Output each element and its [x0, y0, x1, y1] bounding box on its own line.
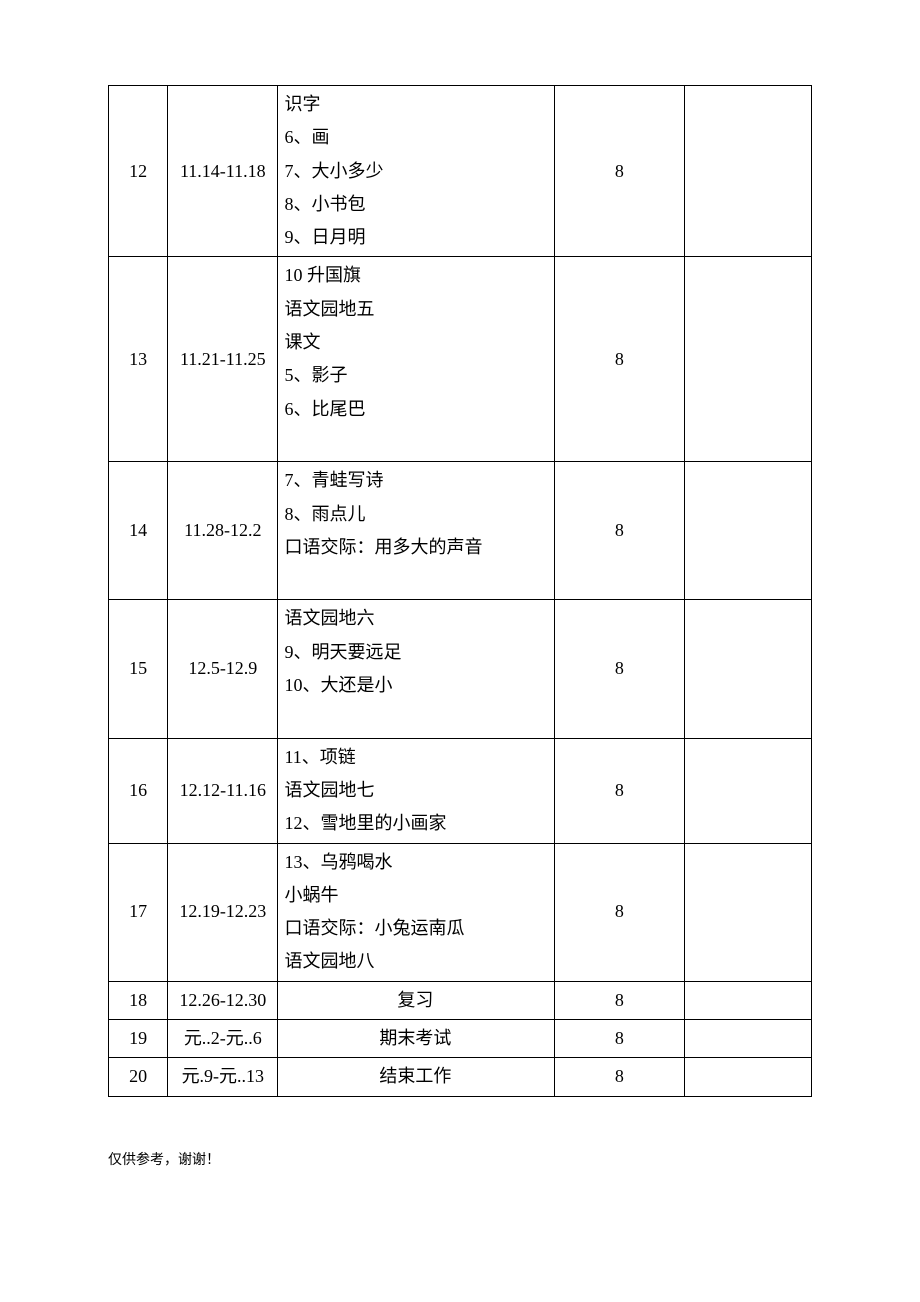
content-line: 语文园地八 [284, 945, 552, 978]
content-line: 7、青蛙写诗 [284, 464, 552, 497]
content-cell: 识字6、画7、大小多少8、小书包9、日月明 [278, 86, 555, 257]
table-row: 1211.14-11.18识字6、画7、大小多少8、小书包9、日月明8 [109, 86, 812, 257]
notes-cell [684, 86, 811, 257]
content-cell: 7、青蛙写诗8、雨点儿口语交际：用多大的声音 [278, 462, 555, 600]
content-line: 语文园地七 [284, 774, 552, 807]
content-line: 5、影子 [284, 359, 552, 392]
date-range-cell: 元.9-元..13 [168, 1058, 278, 1096]
content-line [284, 702, 552, 735]
hours-cell: 8 [555, 600, 684, 738]
content-line: 13、乌鸦喝水 [284, 846, 552, 879]
content-line: 期末考试 [278, 1022, 552, 1055]
table-body: 1211.14-11.18识字6、画7、大小多少8、小书包9、日月明81311.… [109, 86, 812, 1097]
notes-cell [684, 981, 811, 1019]
notes-cell [684, 600, 811, 738]
notes-cell [684, 257, 811, 462]
table-row: 1612.12-11.1611、项链语文园地七12、雪地里的小画家8 [109, 738, 812, 843]
table-row: 20元.9-元..13结束工作8 [109, 1058, 812, 1096]
content-cell: 结束工作 [278, 1058, 555, 1096]
content-cell: 语文园地六9、明天要远足10、大还是小 [278, 600, 555, 738]
notes-cell [684, 1020, 811, 1058]
notes-cell [684, 738, 811, 843]
content-line: 9、明天要远足 [284, 636, 552, 669]
week-number-cell: 19 [109, 1020, 168, 1058]
content-line: 复习 [278, 984, 552, 1017]
content-cell: 13、乌鸦喝水小蜗牛口语交际：小兔运南瓜语文园地八 [278, 843, 555, 981]
week-number-cell: 16 [109, 738, 168, 843]
content-line [284, 426, 552, 459]
date-range-cell: 12.19-12.23 [168, 843, 278, 981]
content-line: 11、项链 [284, 741, 552, 774]
week-number-cell: 18 [109, 981, 168, 1019]
content-line: 8、小书包 [284, 188, 552, 221]
date-range-cell: 12.26-12.30 [168, 981, 278, 1019]
content-line: 10、大还是小 [284, 669, 552, 702]
content-line: 口语交际：用多大的声音 [284, 531, 552, 564]
content-cell: 10 升国旗语文园地五课文5、影子6、比尾巴 [278, 257, 555, 462]
content-line: 语文园地六 [284, 602, 552, 635]
content-line [284, 564, 552, 597]
hours-cell: 8 [555, 86, 684, 257]
table-row: 19元..2-元..6期末考试8 [109, 1020, 812, 1058]
content-line: 6、比尾巴 [284, 393, 552, 426]
content-line: 7、大小多少 [284, 155, 552, 188]
footnote-text: 仅供参考，谢谢！ [108, 1149, 812, 1169]
table-row: 1411.28-12.27、青蛙写诗8、雨点儿口语交际：用多大的声音 8 [109, 462, 812, 600]
hours-cell: 8 [555, 843, 684, 981]
content-line: 9、日月明 [284, 221, 552, 254]
hours-cell: 8 [555, 1020, 684, 1058]
table-row: 1712.19-12.2313、乌鸦喝水小蜗牛口语交际：小兔运南瓜语文园地八8 [109, 843, 812, 981]
notes-cell [684, 462, 811, 600]
week-number-cell: 15 [109, 600, 168, 738]
notes-cell [684, 1058, 811, 1096]
week-number-cell: 12 [109, 86, 168, 257]
date-range-cell: 11.14-11.18 [168, 86, 278, 257]
hours-cell: 8 [555, 738, 684, 843]
date-range-cell: 12.5-12.9 [168, 600, 278, 738]
content-line: 10 升国旗 [284, 259, 552, 292]
content-line: 8、雨点儿 [284, 498, 552, 531]
content-line: 小蜗牛 [284, 879, 552, 912]
notes-cell [684, 843, 811, 981]
week-number-cell: 20 [109, 1058, 168, 1096]
table-row: 1311.21-11.2510 升国旗语文园地五课文5、影子6、比尾巴 8 [109, 257, 812, 462]
content-cell: 期末考试 [278, 1020, 555, 1058]
schedule-table: 1211.14-11.18识字6、画7、大小多少8、小书包9、日月明81311.… [108, 85, 812, 1097]
table-row: 1512.5-12.9语文园地六9、明天要远足10、大还是小 8 [109, 600, 812, 738]
content-line: 口语交际：小兔运南瓜 [284, 912, 552, 945]
hours-cell: 8 [555, 981, 684, 1019]
week-number-cell: 17 [109, 843, 168, 981]
content-line: 识字 [284, 88, 552, 121]
content-cell: 复习 [278, 981, 555, 1019]
hours-cell: 8 [555, 462, 684, 600]
date-range-cell: 11.21-11.25 [168, 257, 278, 462]
date-range-cell: 12.12-11.16 [168, 738, 278, 843]
content-cell: 11、项链语文园地七12、雪地里的小画家 [278, 738, 555, 843]
content-line: 6、画 [284, 121, 552, 154]
content-line: 结束工作 [278, 1060, 552, 1093]
content-line: 语文园地五 [284, 293, 552, 326]
hours-cell: 8 [555, 257, 684, 462]
content-line: 课文 [284, 326, 552, 359]
date-range-cell: 11.28-12.2 [168, 462, 278, 600]
week-number-cell: 14 [109, 462, 168, 600]
week-number-cell: 13 [109, 257, 168, 462]
table-row: 1812.26-12.30复习8 [109, 981, 812, 1019]
content-line: 12、雪地里的小画家 [284, 807, 552, 840]
hours-cell: 8 [555, 1058, 684, 1096]
date-range-cell: 元..2-元..6 [168, 1020, 278, 1058]
